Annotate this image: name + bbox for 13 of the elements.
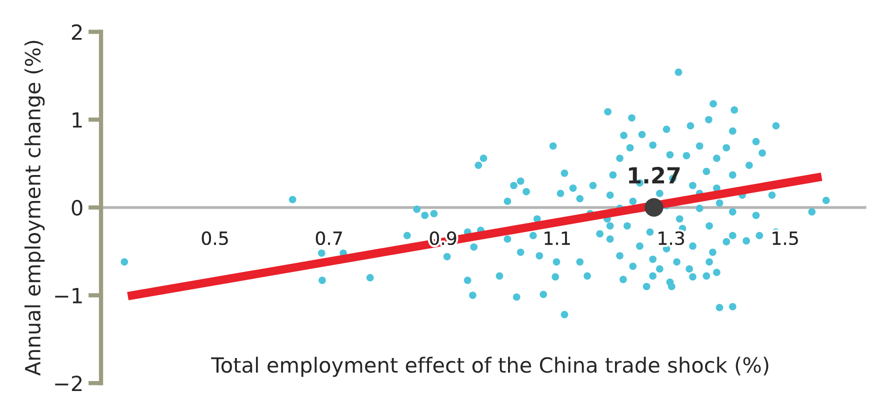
y-tick-label: 2	[72, 24, 82, 40]
y-tick-label: −1	[55, 288, 82, 304]
y-tick-label: 0	[72, 200, 82, 216]
y-tick-label: 1	[72, 112, 82, 128]
x-tick-label: 1.3	[658, 231, 684, 246]
y-axis-title: Annual employment change (%)	[24, 40, 45, 376]
x-tick-label: 1.5	[772, 232, 798, 246]
x-tick-label: 1.1	[544, 232, 570, 245]
y-tick-label: −2	[55, 376, 82, 392]
x-tick-label: 0.5	[202, 231, 228, 246]
annotation: 1.27	[629, 166, 680, 184]
x-axis-title: Total employment effect of the China trade shock (%)	[211, 356, 768, 377]
x-tick-label: 0.7	[316, 231, 342, 246]
